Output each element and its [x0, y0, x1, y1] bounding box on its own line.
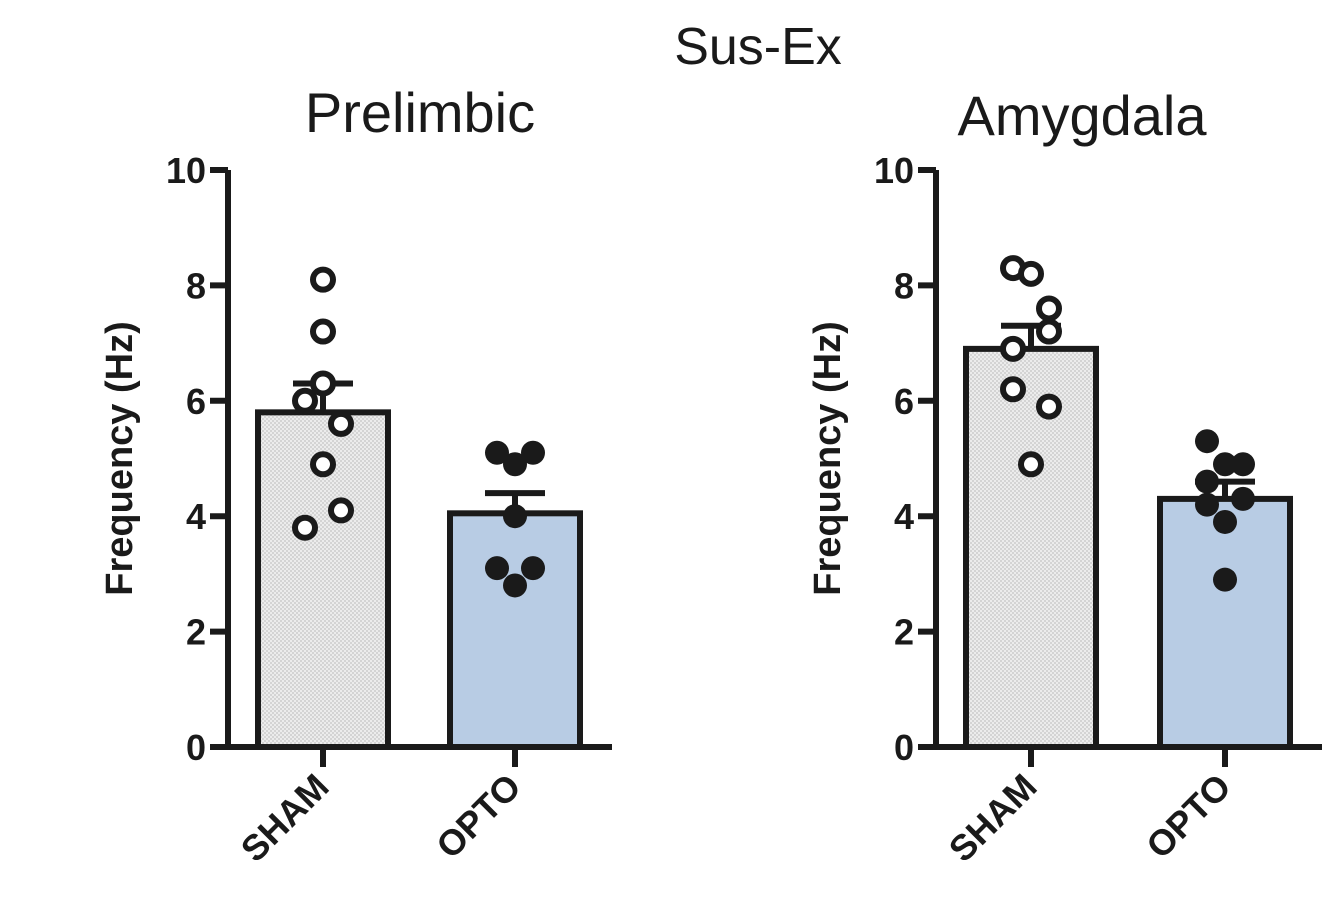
y-tick-label: 6 [186, 381, 206, 422]
panel-title: Amygdala [957, 84, 1207, 147]
data-point-opto [503, 504, 527, 529]
data-point-opto [485, 440, 509, 465]
y-tick-label: 2 [894, 612, 914, 653]
x-tick-label-opto: OPTO [428, 766, 529, 867]
x-tick-label-sham: SHAM [233, 766, 337, 870]
data-point-opto [1195, 469, 1219, 494]
data-point-sham [1036, 295, 1062, 322]
data-point-sham [292, 387, 318, 414]
y-tick-label: 2 [186, 612, 206, 653]
panel-prelimbic: Prelimbic Frequency (Hz) 0 2 4 6 8 10 SHAM OPTO [99, 81, 612, 870]
data-point-sham [328, 497, 354, 524]
data-point-opto [1231, 486, 1255, 511]
bar-opto [1157, 495, 1293, 751]
y-axis-label: Frequency (Hz) [807, 321, 849, 595]
figure-title: Sus-Ex [674, 18, 842, 76]
data-point-opto [1213, 452, 1237, 477]
panel-amygdala: Amygdala Frequency (Hz) 0 2 4 6 8 10 SHAM OPTO [807, 84, 1322, 870]
data-point-opto [1195, 492, 1219, 517]
y-tick-label: 10 [874, 150, 914, 191]
data-point-opto [503, 573, 527, 598]
bar-sham [963, 345, 1099, 750]
y-tick-label: 0 [894, 727, 914, 768]
data-point-opto [1231, 452, 1255, 477]
data-point-sham [310, 266, 336, 293]
data-point-sham [292, 514, 318, 541]
data-point-opto [1213, 567, 1237, 592]
data-point-opto [485, 556, 509, 581]
data-point-opto [503, 452, 527, 477]
data-point-opto [1195, 429, 1219, 454]
data-point-sham [1000, 376, 1026, 403]
y-tick-label: 8 [186, 265, 206, 306]
y-tick-label: 4 [186, 496, 206, 537]
data-point-opto [521, 556, 545, 581]
y-tick-label: 10 [166, 150, 206, 191]
data-point-sham [328, 410, 354, 437]
x-tick-label-opto: OPTO [1138, 766, 1239, 867]
y-tick-label: 0 [186, 727, 206, 768]
data-point-sham [310, 370, 336, 397]
data-point-sham [1018, 260, 1044, 287]
data-point-sham [1000, 335, 1026, 362]
data-point-sham [1036, 318, 1062, 345]
data-point-opto [1213, 509, 1237, 534]
y-axis-label: Frequency (Hz) [99, 321, 141, 595]
data-point-sham [1018, 451, 1044, 478]
bar-opto [447, 510, 583, 750]
y-tick-label: 4 [894, 496, 914, 537]
y-tick-label: 6 [894, 381, 914, 422]
y-tick-label: 8 [894, 265, 914, 306]
data-point-sham [1036, 393, 1062, 420]
data-point-sham [310, 451, 336, 478]
data-point-opto [521, 440, 545, 465]
x-tick-label-sham: SHAM [941, 766, 1045, 870]
data-point-sham [310, 318, 336, 345]
panel-title: Prelimbic [305, 81, 535, 144]
